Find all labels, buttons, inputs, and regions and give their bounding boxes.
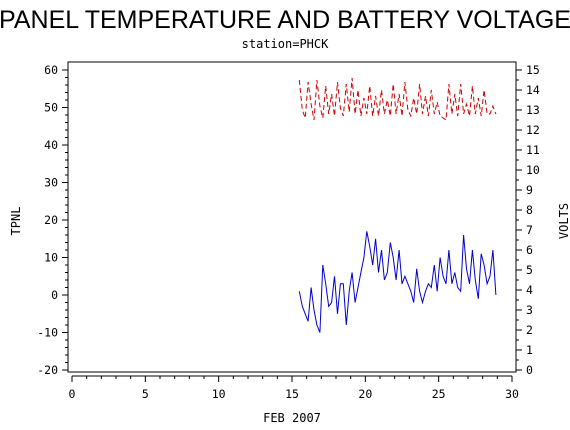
y-right-tick-label: 13 [526, 103, 540, 117]
y-right-tick-label: 6 [526, 243, 533, 257]
y-left-tick-label: 10 [44, 251, 58, 265]
y-right-tick-label: 12 [526, 123, 540, 137]
x-axis-ticks: 0 5 10 15 20 25 30 [69, 376, 519, 401]
x-tick-label: 0 [69, 387, 76, 401]
x-tick-label: 15 [285, 387, 299, 401]
y-right-tick-label: 7 [526, 223, 533, 237]
y-left-tick-label: -20 [37, 363, 58, 377]
y-right-tick-label: 11 [526, 143, 540, 157]
y-left-tick-label: 20 [44, 213, 58, 227]
y-left-tick-label: 0 [51, 288, 58, 302]
y-right-tick-label: 5 [526, 263, 533, 277]
y-left-tick-label: -10 [37, 326, 58, 340]
y-right-tick-label: 9 [526, 183, 533, 197]
y-right-tick-label: 4 [526, 283, 533, 297]
x-tick-label: 10 [212, 387, 226, 401]
y-right-tick-label: 2 [526, 323, 533, 337]
x-tick-label: 30 [505, 387, 519, 401]
y-right-tick-label: 15 [526, 63, 540, 77]
x-tick-label: 20 [358, 387, 372, 401]
y-right-tick-label: 14 [526, 83, 540, 97]
volts-series-line [298, 77, 497, 121]
tpnl-series-line [298, 231, 497, 333]
x-tick-label: 25 [432, 387, 446, 401]
y-right-tick-label: 0 [526, 363, 533, 377]
y-left-tick-label: 40 [44, 138, 58, 152]
plot-area [67, 61, 517, 373]
y-right-tick-label: 3 [526, 303, 533, 317]
y-left-tick-label: 30 [44, 176, 58, 190]
y-right-tick-label: 8 [526, 203, 533, 217]
y-right-tick-label: 10 [526, 163, 540, 177]
y-left-axis-ticks: -20 -10 0 10 20 30 40 50 60 [37, 63, 68, 377]
y-right-axis-label: VOLTS [557, 203, 570, 239]
y-left-tick-label: 50 [44, 101, 58, 115]
y-right-tick-label: 1 [526, 343, 533, 357]
chart-subtitle: station=PHCK [242, 37, 329, 51]
y-left-axis-label: TPNL [9, 207, 23, 236]
chart-title: PANEL TEMPERATURE AND BATTERY VOLTAGE [0, 6, 570, 34]
series-group [298, 77, 497, 333]
x-axis-label: FEB 2007 [263, 411, 321, 425]
x-tick-label: 5 [142, 387, 149, 401]
y-left-tick-label: 60 [44, 63, 58, 77]
